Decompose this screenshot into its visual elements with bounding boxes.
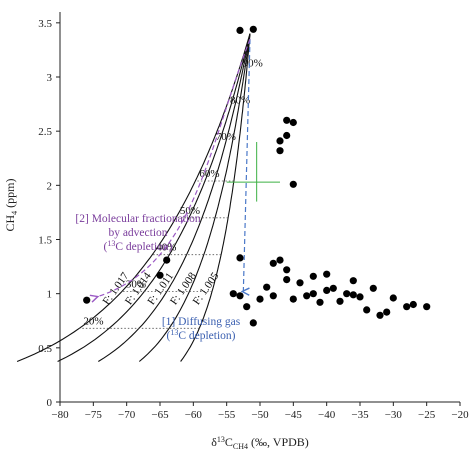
advection-label-line1: [2] Molecular fractionation xyxy=(75,213,200,225)
x-tick-label: −70 xyxy=(118,409,136,421)
data-point xyxy=(283,116,291,124)
y-axis-title: CH4 (ppm) xyxy=(3,178,19,231)
data-point xyxy=(316,298,324,306)
y-tick-label: 1.5 xyxy=(38,235,52,247)
data-point xyxy=(243,303,251,311)
fraction-percent-label: 70% xyxy=(216,131,236,143)
data-point xyxy=(409,300,417,309)
advection-label-line2: by advection xyxy=(108,227,167,239)
data-point xyxy=(83,296,91,304)
fraction-dotted-lines xyxy=(79,180,234,329)
data-point xyxy=(363,306,371,314)
y-tick-label: 3.5 xyxy=(38,18,52,30)
advection-arrow xyxy=(97,38,251,297)
data-point xyxy=(256,295,264,303)
x-axis-title: δ13CCH4 (‰, VPDB) xyxy=(211,435,309,451)
advection-label-line3: (13C depletion) xyxy=(103,239,172,253)
fractionation-curves xyxy=(16,33,251,363)
fractionation-curve xyxy=(98,33,251,362)
data-point xyxy=(329,284,337,292)
data-point xyxy=(276,256,284,264)
x-tick-label: −55 xyxy=(218,409,236,421)
data-point xyxy=(423,303,431,311)
x-tick-label: −30 xyxy=(385,409,403,421)
fraction-percent-label: 80% xyxy=(230,94,250,106)
fraction-percent-label: 90% xyxy=(243,58,263,70)
x-tick-label: −20 xyxy=(451,409,469,421)
data-point xyxy=(376,311,384,319)
data-point xyxy=(283,266,291,274)
data-point xyxy=(389,294,397,302)
fraction-percent-label: 20% xyxy=(83,315,103,327)
x-tick-label: −50 xyxy=(251,409,269,421)
data-point xyxy=(336,297,344,305)
fractionation-curve xyxy=(57,33,251,362)
axes xyxy=(59,12,460,403)
data-point xyxy=(343,290,351,298)
data-point xyxy=(269,292,277,300)
y-tick-label: 3 xyxy=(47,72,53,84)
data-point xyxy=(236,292,244,300)
crosshair-marker xyxy=(226,142,280,202)
data-point xyxy=(163,256,171,264)
data-point xyxy=(296,279,304,287)
x-tick-label: −80 xyxy=(51,409,69,421)
data-point xyxy=(289,180,297,188)
data-point xyxy=(283,131,291,140)
y-tick-label: 0 xyxy=(47,397,53,409)
data-point xyxy=(249,25,257,33)
data-point xyxy=(276,137,284,145)
data-point xyxy=(356,293,364,301)
data-point xyxy=(229,290,237,298)
advection-annotation: [2] Molecular fractionation by advection… xyxy=(75,213,200,253)
fraction-percent-label: 50% xyxy=(180,205,200,217)
data-point xyxy=(309,290,317,298)
data-point xyxy=(289,118,297,127)
fractionation-curve xyxy=(138,33,251,362)
data-point xyxy=(236,254,244,262)
x-tick-label: −35 xyxy=(351,409,369,421)
y-tick-label: 2 xyxy=(47,180,53,192)
diffusion-label-line1: [1] Diffusing gas xyxy=(162,316,241,328)
data-points xyxy=(83,25,431,327)
x-tick-label: −25 xyxy=(418,409,436,421)
data-point xyxy=(269,259,277,267)
data-point xyxy=(249,319,257,327)
x-tick-label: −60 xyxy=(185,409,203,421)
data-point xyxy=(369,284,377,292)
x-tick-label: −40 xyxy=(318,409,336,421)
fractionation-curve xyxy=(16,33,251,363)
data-point xyxy=(156,271,164,279)
x-ticks: −80 −75 −70 −65 −60 −55 −50 −45 −40 −35 −30 −25 −20 xyxy=(51,402,469,421)
data-point xyxy=(276,147,284,155)
data-point xyxy=(403,303,411,311)
data-point xyxy=(283,276,291,284)
x-tick-label: −75 xyxy=(85,409,103,421)
data-point xyxy=(323,270,331,278)
data-point xyxy=(349,291,357,299)
data-point xyxy=(303,292,311,300)
diffusion-arrow xyxy=(243,39,251,291)
fraction-percent-label: 30% xyxy=(126,279,146,291)
process-arrows xyxy=(97,38,251,297)
y-tick-label: 1 xyxy=(47,289,53,301)
diffusion-annotation: [1] Diffusing gas (13C depletion) xyxy=(162,316,241,342)
x-tick-label: −45 xyxy=(285,409,303,421)
fraction-percent-label: 40% xyxy=(156,242,176,254)
fractionation-curve xyxy=(180,33,251,362)
data-point xyxy=(263,283,271,291)
fraction-percent-labels: 90%80%70%60%50%40%30%20% xyxy=(83,58,263,328)
data-point xyxy=(309,272,317,280)
data-point xyxy=(289,295,297,303)
data-point xyxy=(349,277,357,285)
data-point xyxy=(236,26,244,34)
data-point xyxy=(383,308,391,316)
y-tick-label: 2.5 xyxy=(38,126,52,138)
data-point xyxy=(323,286,331,294)
diffusion-label-line2: (13C depletion) xyxy=(166,328,235,342)
x-tick-label: −65 xyxy=(151,409,169,421)
